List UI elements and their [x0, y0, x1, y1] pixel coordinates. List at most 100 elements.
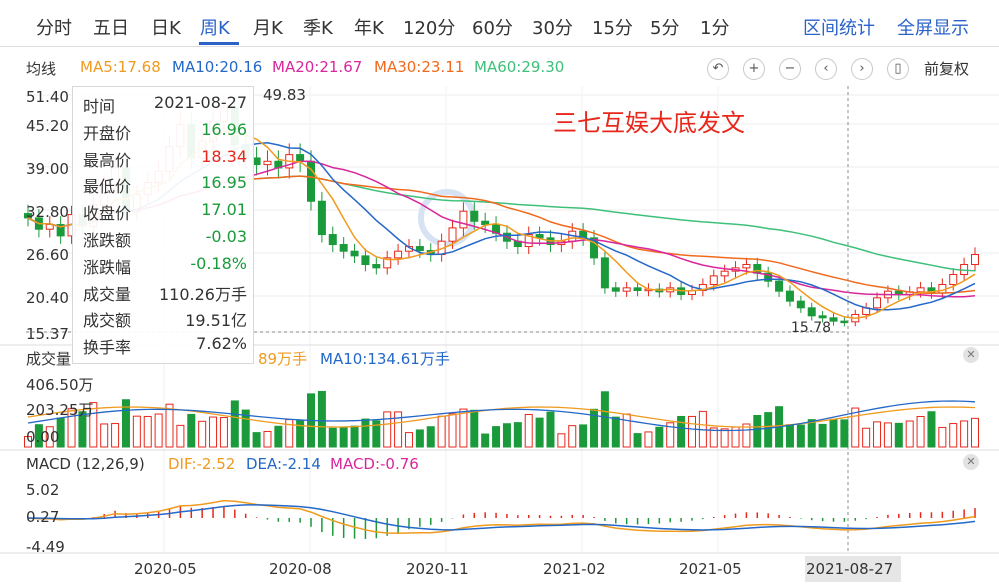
candle-body — [785, 290, 794, 302]
candle-body — [415, 246, 424, 252]
tab-3[interactable]: 周K — [200, 18, 230, 39]
tooltip-value: 16.95 — [201, 173, 247, 193]
ma-legend-item-1: MA5:17.68 — [80, 58, 161, 76]
interval-stats-link[interactable]: 区间统计 — [803, 18, 875, 39]
volume-bar — [78, 411, 87, 448]
tab-10[interactable]: 15分 — [592, 18, 633, 39]
volume-bar — [459, 408, 468, 448]
tab-8[interactable]: 60分 — [472, 18, 513, 39]
volume-bar — [807, 419, 816, 448]
volume-bar — [633, 433, 642, 448]
volume-bar — [687, 415, 696, 448]
close-volume-icon[interactable]: ✕ — [963, 347, 979, 363]
candle-body — [339, 244, 348, 252]
tooltip-key: 涨跌额 — [83, 231, 132, 250]
undo-icon[interactable]: ↶ — [707, 58, 729, 80]
zoom-out-icon[interactable]: − — [779, 58, 801, 80]
volume-bar — [492, 426, 501, 448]
ohlc-tooltip: 时间 2021-08-27 开盘价 16.96 最高价 18.34 最低价 16.95 收盘价 1… — [72, 86, 254, 364]
volume-bar — [339, 427, 348, 448]
volume-bar — [198, 420, 207, 448]
tab-7[interactable]: 120分 — [403, 18, 456, 39]
volume-bar — [535, 417, 544, 448]
volume-bar — [938, 426, 947, 448]
macd-tick: -4.49 — [26, 538, 65, 556]
volume-bar — [927, 411, 936, 448]
volume-bar — [764, 412, 773, 448]
candle-body — [459, 210, 468, 229]
zoom-in-icon[interactable]: + — [743, 58, 765, 80]
crosshair-date-highlight — [805, 556, 901, 582]
tab-9[interactable]: 30分 — [532, 18, 573, 39]
candle-body — [394, 250, 403, 259]
tooltip-row: 最低价 16.95 — [83, 173, 247, 199]
macd-tick: 5.02 — [26, 481, 60, 499]
price-tick: 32.80 — [26, 203, 69, 221]
volume-ma5: 89万手 — [258, 350, 308, 368]
tab-11[interactable]: 5分 — [650, 18, 680, 39]
tab-12[interactable]: 1分 — [700, 18, 730, 39]
volume-bar — [655, 426, 664, 448]
settings-icon[interactable]: ▯ — [887, 58, 909, 80]
fullscreen-link[interactable]: 全屏显示 — [897, 18, 969, 39]
tooltip-key: 换手率 — [83, 338, 132, 358]
volume-bar — [622, 413, 631, 448]
tab-2[interactable]: 日K — [151, 18, 181, 39]
candle-body — [764, 272, 773, 282]
volume-bar — [415, 429, 424, 448]
volume-bar — [796, 424, 805, 448]
candle-body — [818, 315, 827, 319]
adjust-mode-button[interactable]: 前复权 — [924, 60, 970, 78]
volume-bar — [372, 420, 381, 448]
close-macd-icon[interactable]: ✕ — [963, 454, 979, 470]
candle-body — [709, 275, 718, 286]
tooltip-value: 19.51亿 — [185, 311, 247, 331]
volume-bar — [720, 428, 729, 448]
candle-body — [916, 287, 925, 293]
tab-1[interactable]: 五日 — [93, 18, 129, 39]
tooltip-value: 18.34 — [201, 146, 247, 166]
volume-bar — [263, 430, 272, 448]
volume-bar — [611, 416, 620, 448]
macd-dea-line — [27, 504, 976, 531]
macd-value: MACD:-0.76 — [330, 455, 419, 473]
candle-body — [971, 254, 979, 266]
volume-bar — [121, 399, 130, 448]
tooltip-row: 涨跌幅 -0.18% — [83, 254, 247, 280]
tooltip-key: 成交额 — [83, 311, 132, 331]
volume-bar — [590, 408, 599, 448]
candle-body — [361, 255, 370, 266]
volume-bar — [524, 414, 533, 448]
price-tick: 51.40 — [26, 88, 69, 106]
tab-0[interactable]: 分时 — [36, 18, 72, 39]
volume-bar — [960, 420, 969, 448]
volume-bar — [230, 400, 239, 448]
candle-body — [535, 234, 544, 239]
candle-body — [317, 200, 326, 236]
tooltip-key: 涨跌幅 — [83, 257, 132, 277]
volume-bar — [383, 411, 392, 448]
tab-5[interactable]: 季K — [303, 18, 333, 39]
volume-bar — [100, 423, 109, 448]
tab-6[interactable]: 年K — [354, 18, 384, 39]
volume-bar — [426, 426, 435, 448]
tooltip-key: 最低价 — [83, 177, 132, 197]
volume-bar — [209, 416, 218, 448]
tooltip-row: 收盘价 17.01 — [83, 200, 247, 226]
tab-4[interactable]: 月K — [253, 18, 283, 39]
candle-body — [350, 250, 359, 257]
prev-icon[interactable]: ‹ — [815, 58, 837, 80]
date-tick: 2020-05 — [134, 560, 197, 578]
candle-body — [840, 320, 849, 324]
next-icon[interactable]: › — [851, 58, 873, 80]
volume-bar — [274, 425, 283, 448]
volume-bar — [252, 432, 261, 448]
volume-bar — [89, 402, 98, 448]
date-tick: 2021-02 — [543, 560, 606, 578]
annotation-text: 三七互娱大底发文 — [553, 109, 745, 137]
ma-legend-item-2: MA10:20.16 — [172, 58, 263, 76]
volume-bar — [176, 424, 185, 448]
tooltip-key: 成交量 — [83, 284, 132, 304]
macd-title: MACD (12,26,9) — [26, 455, 145, 473]
tooltip-row: 最高价 18.34 — [83, 147, 247, 173]
